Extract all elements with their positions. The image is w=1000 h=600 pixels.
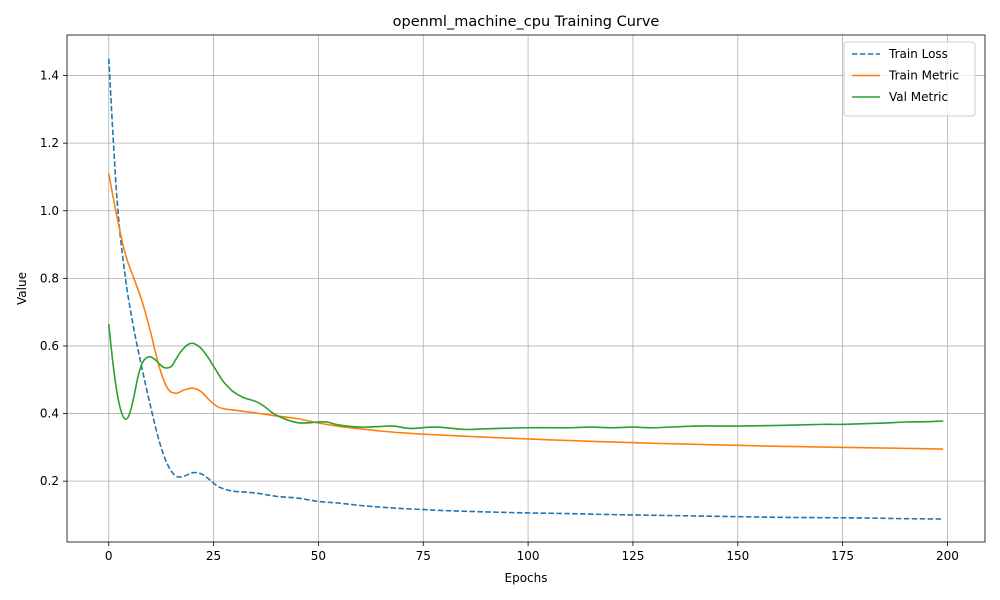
y-tick-label: 0.8: [40, 271, 59, 285]
y-tick-label: 0.6: [40, 339, 59, 353]
x-tick-label: 25: [206, 549, 221, 563]
x-tick-label: 100: [517, 549, 540, 563]
x-tick-label: 0: [105, 549, 113, 563]
legend-label-val-metric: Val Metric: [889, 90, 948, 104]
chart-title: openml_machine_cpu Training Curve: [393, 14, 660, 30]
legend-label-train-metric: Train Metric: [888, 69, 959, 83]
x-tick-label: 75: [416, 549, 431, 563]
x-tick-label: 175: [831, 549, 854, 563]
plot-frame: [66, 34, 986, 543]
y-tick-label: 0.2: [40, 474, 59, 488]
legend: Train Loss Train Metric Val Metric: [843, 41, 976, 117]
x-tick-label: 200: [936, 549, 959, 563]
val-metric-line: [107, 323, 944, 431]
y-tick-label: 1.0: [40, 204, 59, 218]
y-axis-ticks: 0.2 0.4 0.6 0.8 1.0 1.2 1.4: [40, 69, 67, 488]
grid: [67, 35, 985, 542]
y-tick-label: 1.2: [40, 136, 59, 150]
train-loss-line: [107, 58, 944, 520]
train-metric-line: [107, 173, 944, 450]
series-lines: [107, 58, 944, 520]
legend-label-train-loss: Train Loss: [888, 47, 948, 61]
x-tick-label: 150: [726, 549, 749, 563]
y-axis-label: Value: [15, 272, 29, 305]
y-tick-label: 1.4: [40, 69, 59, 83]
x-tick-label: 125: [621, 549, 644, 563]
x-axis-ticks: 0 25 50 75 100 125 150 175 200: [105, 542, 959, 563]
x-tick-label: 50: [311, 549, 326, 563]
x-axis-label: Epochs: [505, 571, 548, 585]
y-tick-label: 0.4: [40, 407, 59, 421]
